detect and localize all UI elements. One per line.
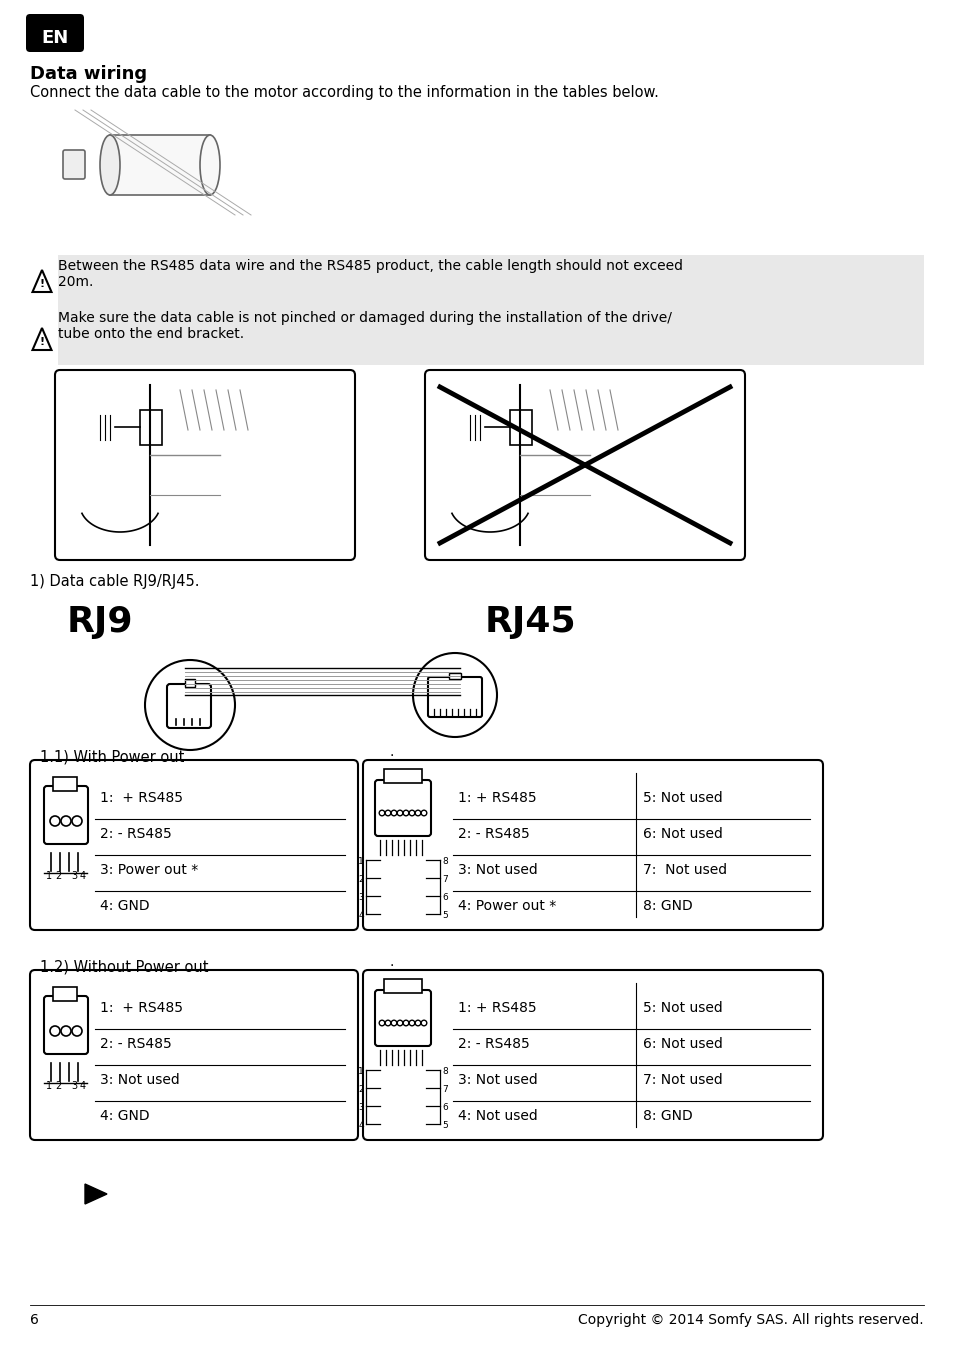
Text: 8: GND: 8: GND	[642, 1109, 692, 1122]
Bar	[58, 255, 923, 307]
Text: 6: Not used: 6: Not used	[642, 827, 722, 841]
Text: EN: EN	[41, 28, 69, 47]
Text: 8: 8	[441, 1067, 447, 1075]
Text: .: .	[390, 955, 394, 969]
Text: 3: 3	[358, 892, 364, 902]
Text: 1: 1	[358, 857, 364, 865]
FancyBboxPatch shape	[44, 997, 88, 1053]
Text: 6: 6	[30, 1313, 39, 1327]
Text: Make sure the data cable is not pinched or damaged during the installation of th: Make sure the data cable is not pinched …	[58, 311, 671, 341]
Bar	[185, 678, 194, 686]
Bar	[449, 673, 460, 678]
Text: 1.1) With Power out: 1.1) With Power out	[40, 750, 184, 765]
Text: 7: Not used: 7: Not used	[642, 1072, 722, 1087]
FancyBboxPatch shape	[44, 787, 88, 844]
Text: 3: 3	[71, 1080, 77, 1091]
Bar	[110, 135, 210, 195]
Text: Between the RS485 data wire and the RS485 product, the cable length should not e: Between the RS485 data wire and the RS48…	[58, 259, 682, 290]
Bar	[53, 987, 77, 1001]
Text: RJ9: RJ9	[67, 605, 133, 639]
Text: 8: GND: 8: GND	[642, 899, 692, 913]
FancyBboxPatch shape	[30, 760, 357, 930]
Text: 3: Not used: 3: Not used	[100, 1072, 179, 1087]
Text: !: !	[39, 337, 45, 347]
Text: !: !	[39, 279, 45, 288]
Text: 1: 1	[46, 1080, 52, 1091]
Ellipse shape	[100, 135, 120, 195]
FancyBboxPatch shape	[26, 14, 84, 51]
Text: 2: 2	[55, 1080, 61, 1091]
Text: 4: GND: 4: GND	[100, 1109, 150, 1122]
Text: 4: GND: 4: GND	[100, 899, 150, 913]
Text: 4: 4	[358, 910, 364, 919]
Text: Data wiring: Data wiring	[30, 65, 147, 83]
Text: 7: 7	[441, 875, 447, 884]
Text: 1.2) Without Power out: 1.2) Without Power out	[40, 960, 209, 975]
Text: 3: Not used: 3: Not used	[457, 1072, 537, 1087]
Text: 1: + RS485: 1: + RS485	[457, 791, 536, 806]
FancyBboxPatch shape	[363, 969, 822, 1140]
Text: 6: 6	[441, 892, 447, 902]
Text: 6: 6	[441, 1102, 447, 1112]
Text: Copyright © 2014 Somfy SAS. All rights reserved.: Copyright © 2014 Somfy SAS. All rights r…	[578, 1313, 923, 1327]
Text: 4: 4	[80, 871, 86, 881]
FancyBboxPatch shape	[55, 370, 355, 561]
Text: 8: 8	[441, 857, 447, 865]
Text: 2: 2	[55, 871, 61, 881]
FancyBboxPatch shape	[375, 780, 431, 835]
Text: 1: 1	[358, 1067, 364, 1075]
Text: 2: 2	[358, 1085, 364, 1094]
Bar	[510, 410, 532, 445]
Text: 1: 1	[46, 871, 52, 881]
Text: 3: 3	[71, 871, 77, 881]
Text: 4: Power out *: 4: Power out *	[457, 899, 556, 913]
Text: 2: - RS485: 2: - RS485	[457, 1037, 529, 1051]
Text: 2: - RS485: 2: - RS485	[457, 827, 529, 841]
FancyBboxPatch shape	[63, 150, 85, 179]
Text: 5: Not used: 5: Not used	[642, 1001, 722, 1016]
Text: 5: 5	[441, 910, 447, 919]
Text: 4: Not used: 4: Not used	[457, 1109, 537, 1122]
Text: 4: 4	[80, 1080, 86, 1091]
Text: 3: Not used: 3: Not used	[457, 862, 537, 877]
Bar	[384, 769, 421, 783]
Text: 4: 4	[358, 1121, 364, 1129]
Bar	[53, 777, 77, 791]
Text: 2: - RS485: 2: - RS485	[100, 1037, 172, 1051]
FancyBboxPatch shape	[424, 370, 744, 561]
Ellipse shape	[200, 135, 220, 195]
Text: 1:  + RS485: 1: + RS485	[100, 1001, 183, 1016]
FancyBboxPatch shape	[363, 760, 822, 930]
Text: 1) Data cable RJ9/RJ45.: 1) Data cable RJ9/RJ45.	[30, 574, 199, 589]
Text: 2: 2	[358, 875, 364, 884]
Text: 1:  + RS485: 1: + RS485	[100, 791, 183, 806]
Text: 7:  Not used: 7: Not used	[642, 862, 726, 877]
FancyBboxPatch shape	[375, 990, 431, 1047]
Polygon shape	[85, 1183, 107, 1204]
FancyBboxPatch shape	[30, 969, 357, 1140]
Text: 2: - RS485: 2: - RS485	[100, 827, 172, 841]
Text: 6: Not used: 6: Not used	[642, 1037, 722, 1051]
Text: 5: 5	[441, 1121, 447, 1129]
FancyBboxPatch shape	[428, 677, 481, 718]
Bar	[140, 410, 162, 445]
Polygon shape	[32, 328, 51, 349]
FancyBboxPatch shape	[167, 684, 211, 728]
Text: .: .	[390, 745, 394, 760]
Text: 7: 7	[441, 1085, 447, 1094]
Bar	[384, 979, 421, 992]
Text: Connect the data cable to the motor according to the information in the tables b: Connect the data cable to the motor acco…	[30, 85, 659, 100]
Polygon shape	[32, 269, 51, 292]
Text: 1: + RS485: 1: + RS485	[457, 1001, 536, 1016]
Text: 5: Not used: 5: Not used	[642, 791, 722, 806]
Text: 3: 3	[358, 1102, 364, 1112]
Bar	[58, 307, 923, 366]
Text: RJ45: RJ45	[484, 605, 576, 639]
Text: 3: Power out *: 3: Power out *	[100, 862, 198, 877]
